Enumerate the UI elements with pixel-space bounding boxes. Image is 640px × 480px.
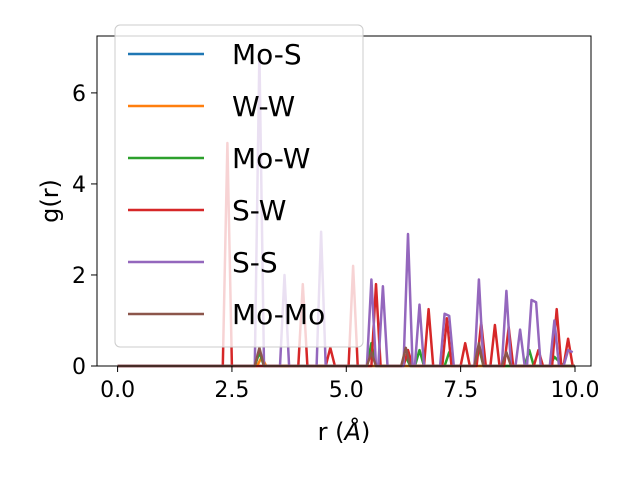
legend-label-mo-mo: Mo-Mo bbox=[232, 298, 325, 331]
x-tick-label: 7.5 bbox=[443, 378, 478, 403]
x-tick-label: 2.5 bbox=[214, 378, 249, 403]
legend-label-s-s: S-S bbox=[232, 246, 278, 279]
series-line-mo-mo bbox=[117, 341, 575, 368]
x-axis-label-text: r ( bbox=[318, 418, 345, 446]
y-tick-label: 6 bbox=[72, 82, 86, 107]
x-ticks: 0.0 2.5 5.0 7.5 10.0 bbox=[100, 366, 599, 403]
x-tick-label: 5.0 bbox=[329, 378, 364, 403]
x-tick-label: 10.0 bbox=[550, 378, 599, 403]
y-tick-label: 2 bbox=[72, 264, 86, 289]
x-tick-label: 0.0 bbox=[100, 378, 135, 403]
legend-label-w-w: W-W bbox=[232, 90, 295, 123]
y-tick-label: 4 bbox=[72, 173, 86, 198]
x-axis-label-close: ) bbox=[361, 418, 370, 446]
legend-label-s-w: S-W bbox=[232, 194, 286, 227]
y-axis-label: g(r) bbox=[36, 179, 64, 223]
legend: Mo-S W-W Mo-W S-W S-S Mo-Mo bbox=[114, 24, 364, 348]
legend-label-mo-s: Mo-S bbox=[232, 38, 302, 71]
legend-label-mo-w: Mo-W bbox=[232, 142, 310, 175]
series-line-w-w bbox=[117, 355, 575, 368]
series-line-s-w bbox=[117, 141, 574, 368]
y-tick-label: 0 bbox=[72, 355, 86, 380]
x-axis-label: r (Å) bbox=[318, 417, 371, 446]
y-ticks: 0 2 4 6 bbox=[72, 82, 97, 380]
x-axis-unit: Å bbox=[343, 417, 361, 446]
